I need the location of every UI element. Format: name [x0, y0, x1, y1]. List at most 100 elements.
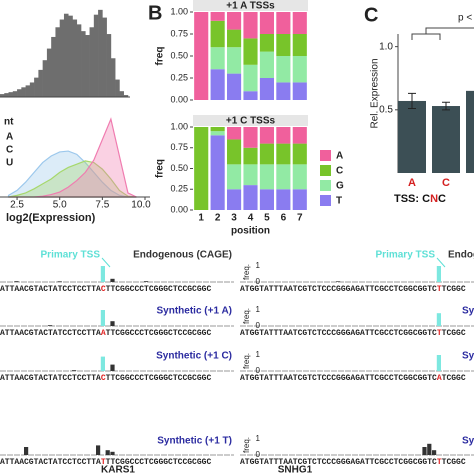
bar-segment	[292, 143, 307, 165]
y-axis-label: freq	[155, 47, 166, 66]
x-axis-label: TSS: CNC	[394, 193, 446, 205]
histogram-bar	[46, 48, 52, 97]
track-bar	[336, 281, 341, 282]
legend-label: C	[336, 166, 343, 177]
histogram-bar	[89, 27, 95, 98]
x-tick-label: 3	[231, 213, 237, 224]
histogram-bar	[72, 19, 78, 98]
track-label: Sy	[462, 306, 474, 317]
y-tick-label: 0	[256, 450, 261, 459]
x-axis-label-part: N	[430, 193, 438, 205]
bar-segment	[276, 56, 291, 83]
sequence-part: ATGGTATTTAATCGTCTCCCGGGAGATTCGCCTCGGCGGT…	[240, 329, 437, 338]
sequence: ATTAACGTACTATCCTCCTTACTTCGGCCCTCGGGCTCCG…	[0, 285, 211, 294]
sequence-part: ATGGTATTTAATCGTCTCCCGGGAGATTCGCCTCGGCGGT…	[240, 374, 437, 383]
x-tick-label: 7.5	[95, 200, 109, 211]
bar-segment	[276, 82, 291, 100]
sequence-part: ATTAACGTACTATCCTCCTTA	[0, 285, 101, 294]
histogram-bar	[115, 79, 120, 97]
histogram-bar	[8, 92, 14, 97]
bar-segment	[243, 147, 258, 165]
histogram-bar	[68, 15, 73, 97]
x-axis-label: log2(Expression)	[6, 212, 96, 224]
histogram-bar	[55, 27, 61, 98]
track-label: Endog	[448, 250, 474, 261]
x-tick-label: 7	[297, 213, 303, 224]
track-bar	[57, 281, 62, 282]
histogram-bar	[25, 85, 31, 97]
bar-segment	[227, 12, 242, 30]
y-axis-label: freq	[155, 159, 166, 178]
y-tick-label: 1	[256, 305, 261, 314]
x-tick-label: 1	[198, 213, 204, 224]
bar-segment	[210, 69, 225, 100]
bar-segment	[243, 185, 258, 210]
x-tick-label: 10.0	[131, 200, 151, 211]
track-label: Sy	[462, 436, 474, 447]
track-label: Synthetic (+1 C)	[156, 351, 232, 362]
track-bar	[72, 370, 77, 371]
histogram-bar	[123, 95, 129, 97]
bar-segment	[210, 12, 225, 21]
bar-segment	[210, 135, 225, 210]
histogram-bar	[17, 89, 22, 97]
legend-label: A	[6, 132, 13, 143]
bar-segment	[276, 34, 291, 56]
histogram-bar	[76, 24, 82, 97]
chart-title: +1 A TSSs	[226, 1, 275, 12]
sequence-part: TTCGGCCCTCGGGCTCCGCGGC	[106, 285, 212, 294]
y-axis-label: Rel. Expression	[370, 58, 381, 128]
tss-arrow	[436, 257, 446, 268]
histogram-bar	[38, 69, 43, 97]
y-tick-label: 1	[256, 350, 261, 359]
sequence: ATGGTATTTAATCGTCTCCCGGGAGATTCGCCTCGGCGGT…	[240, 374, 466, 383]
x-axis-label-part: C	[438, 193, 446, 205]
track-bar	[100, 310, 105, 326]
histogram-bar	[0, 94, 5, 97]
histogram-bar	[93, 14, 99, 97]
sequence-part: C	[101, 374, 106, 383]
sequence-part: T	[437, 458, 442, 467]
histogram-bar	[21, 87, 26, 97]
bar-segment	[259, 164, 274, 190]
track-bar	[110, 278, 115, 282]
sequence: ATTAACGTACTATCCTCCTTACTTCGGCCCTCGGGCTCCG…	[0, 374, 211, 383]
x-tick-label: 2.5	[10, 200, 24, 211]
bar-segment	[259, 51, 274, 78]
y-tick-label: 0.75	[170, 28, 188, 38]
bar	[432, 106, 460, 173]
bar-segment	[259, 78, 274, 100]
y-tick-label: 1.0	[379, 41, 393, 52]
x-tick-label: A	[408, 177, 416, 189]
track-bar	[100, 356, 105, 371]
sequence-part: TTCGGCCCTCGGGCTCCGCGGC	[106, 329, 212, 338]
tss-arrow	[101, 257, 111, 268]
histogram-bar	[51, 36, 56, 97]
histogram-bar	[63, 13, 69, 97]
y-tick-label: 1	[256, 261, 261, 270]
bar-segment	[292, 56, 307, 83]
legend-swatch	[320, 150, 331, 161]
legend-label: U	[6, 158, 13, 169]
bar-segment	[259, 189, 274, 210]
histogram-bar	[98, 9, 103, 98]
bar-segment	[259, 127, 274, 144]
bar-segment	[292, 127, 307, 144]
significance-bracket	[425, 27, 474, 34]
bar-segment	[243, 38, 258, 65]
bar-segment	[210, 47, 225, 70]
x-axis-label: position	[231, 226, 270, 237]
histogram-bar	[102, 17, 107, 97]
legend-title: nt	[4, 117, 14, 128]
bar	[466, 90, 474, 173]
histogram-bar	[29, 82, 35, 97]
track-bar	[144, 281, 149, 282]
track-bar	[105, 450, 110, 455]
bar-segment	[259, 143, 274, 165]
sequence: ATGGTATTTAATCGTCTCCCGGGAGATTCGCCTCGGCGGT…	[240, 285, 466, 294]
y-tick-label: 0.50	[170, 50, 188, 60]
density-curve	[8, 160, 137, 198]
bar-segment	[227, 189, 242, 210]
y-tick-label: 0.00	[170, 94, 188, 104]
y-tick-label: 0	[256, 366, 261, 375]
